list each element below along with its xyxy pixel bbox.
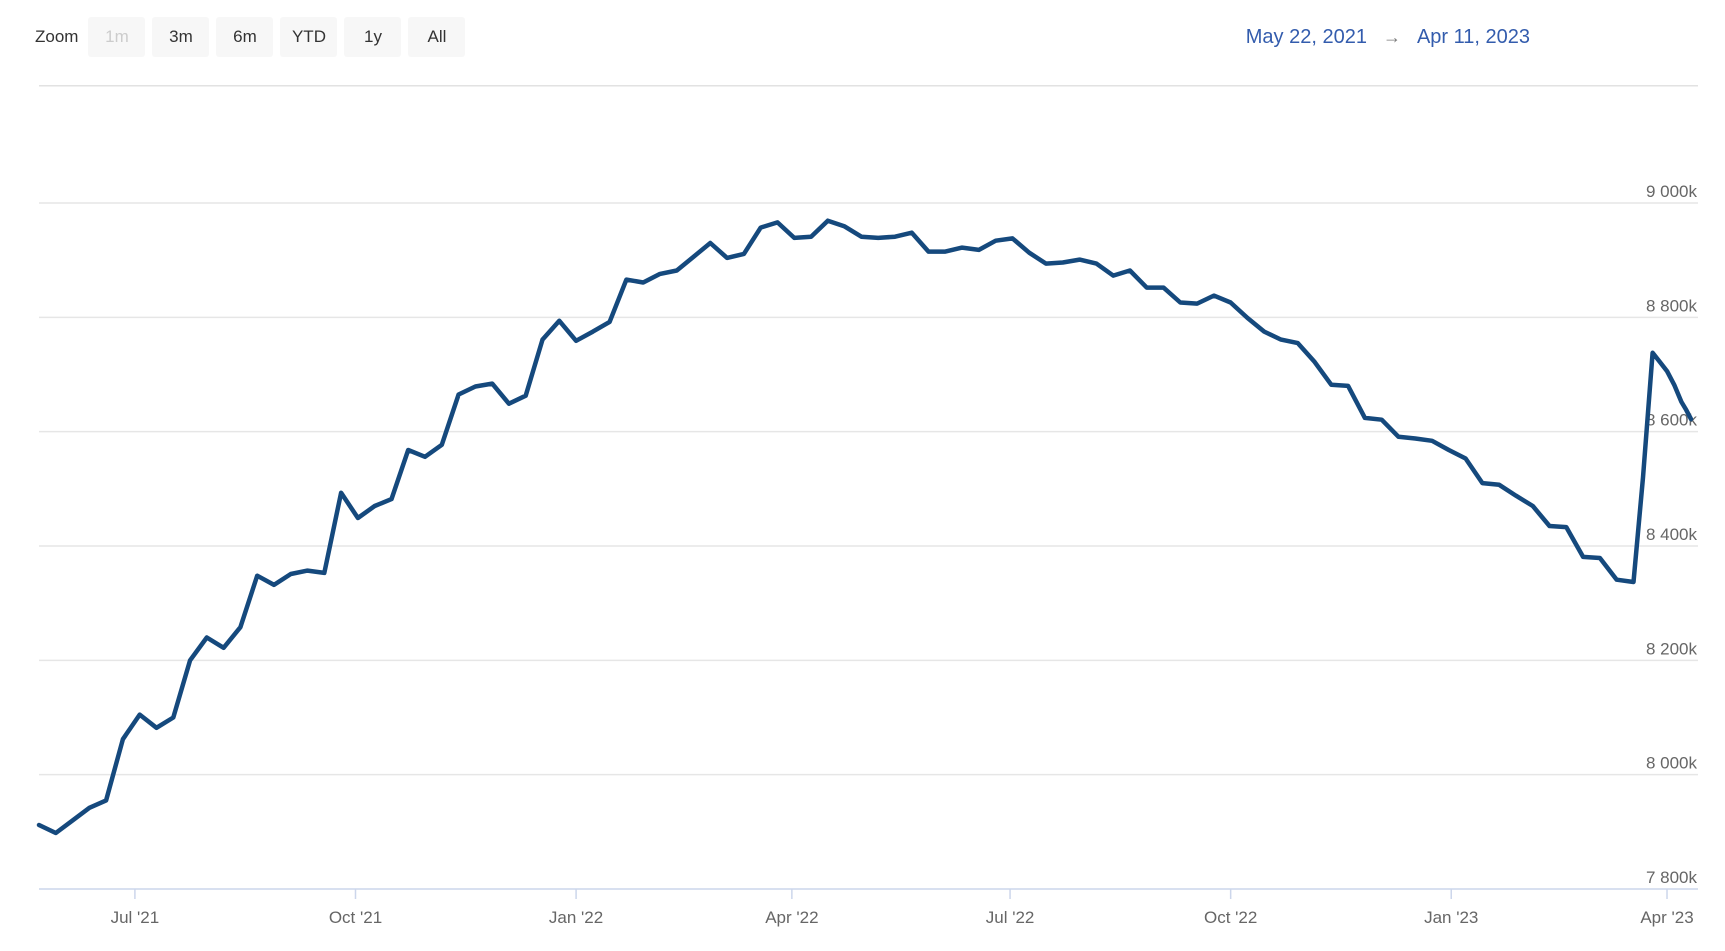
y-axis-label: 8 600k xyxy=(1646,411,1698,430)
range-selector-toolbar: Zoom 1m 3m 6m YTD 1y All xyxy=(35,17,466,57)
zoom-button-6m[interactable]: 6m xyxy=(216,17,274,57)
range-arrow-icon: → xyxy=(1382,26,1401,47)
x-axis-label: Apr '22 xyxy=(765,908,818,927)
y-axis-label: 8 200k xyxy=(1646,639,1698,658)
y-axis-label: 9 000k xyxy=(1646,182,1698,201)
zoom-button-all[interactable]: All xyxy=(408,17,466,57)
range-from-input[interactable]: May 22, 2021 xyxy=(1245,25,1367,48)
zoom-button-1m: 1m xyxy=(88,17,146,57)
y-axis-label: 8 400k xyxy=(1646,525,1698,544)
y-axis-label: 8 800k xyxy=(1646,296,1698,315)
y-axis-label: 8 000k xyxy=(1646,754,1698,773)
zoom-label: Zoom xyxy=(35,27,79,46)
date-range-display: May 22, 2021 → Apr 11, 2023 xyxy=(1246,17,1530,57)
zoom-button-ytd[interactable]: YTD xyxy=(280,17,338,57)
zoom-button-3m[interactable]: 3m xyxy=(152,17,210,57)
zoom-buttons: 1m 3m 6m YTD 1y All xyxy=(88,17,466,57)
zoom-button-1y[interactable]: 1y xyxy=(344,17,402,57)
y-axis-label: 7 800k xyxy=(1646,868,1698,887)
x-axis-label: Jul '22 xyxy=(986,908,1035,927)
x-axis-label: Apr '23 xyxy=(1640,908,1693,927)
series-line xyxy=(36,218,1694,836)
range-to-input[interactable]: Apr 11, 2023 xyxy=(1416,25,1530,48)
x-axis-label: Oct '22 xyxy=(1204,908,1257,927)
x-axis-label: Oct '21 xyxy=(329,908,382,927)
x-axis-label: Jan '22 xyxy=(549,908,603,927)
x-axis-label: Jul '21 xyxy=(111,908,160,927)
x-axis-label: Jan '23 xyxy=(1424,908,1478,927)
